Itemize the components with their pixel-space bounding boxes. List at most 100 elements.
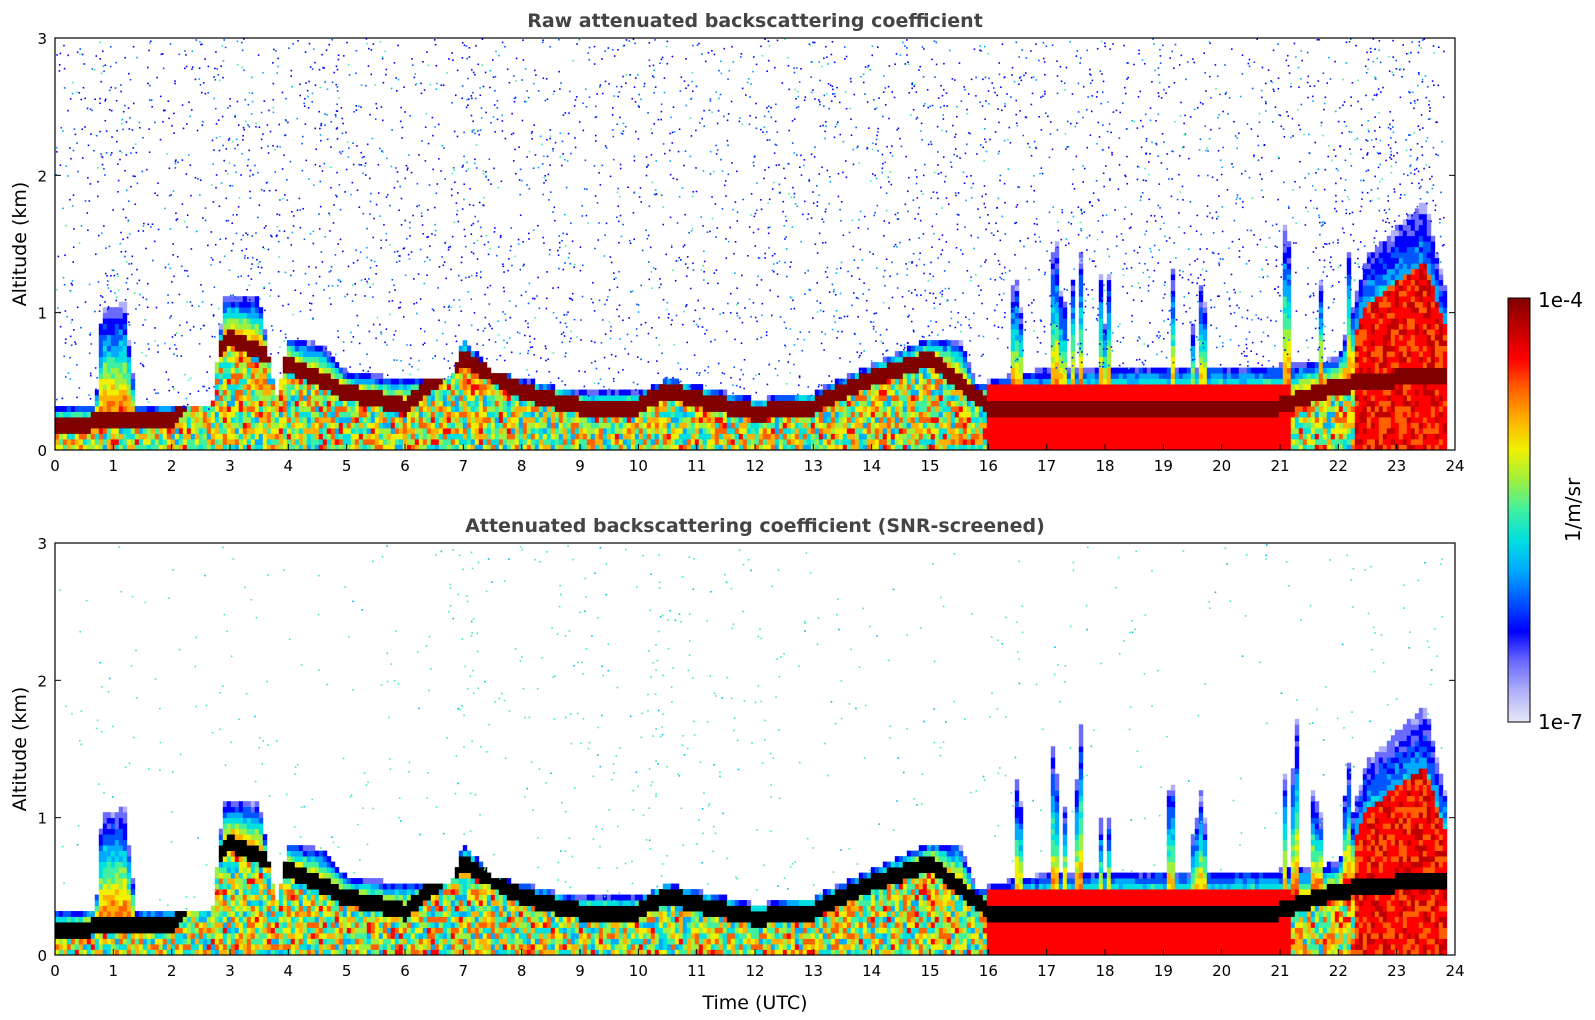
- backscatter-cell: [230, 307, 236, 314]
- backscatter-cell: [250, 428, 256, 434]
- backscatter-cell: [846, 384, 852, 390]
- backscatter-cell: [682, 395, 688, 401]
- backscatter-cell: [1286, 439, 1292, 445]
- backscatter-cell: [1190, 389, 1196, 396]
- backscatter-cell: [238, 422, 244, 429]
- backscatter-cell: [298, 433, 304, 440]
- backscatter-cell: [322, 411, 328, 418]
- backscatter-cell: [1014, 318, 1020, 325]
- backscatter-cell: [1074, 367, 1080, 374]
- backscatter-cell: [578, 400, 584, 407]
- backscatter-cell: [374, 417, 380, 423]
- backscatter-cell: [1198, 428, 1204, 434]
- backscatter-cell: [966, 411, 972, 418]
- backscatter-cell: [458, 400, 464, 407]
- backscatter-cell: [1318, 378, 1324, 385]
- backscatter-cell: [258, 351, 264, 358]
- backscatter-cell: [930, 378, 936, 385]
- backscatter-cell: [322, 367, 328, 374]
- backscatter-cell: [474, 400, 480, 407]
- backscatter-cell: [1230, 417, 1236, 423]
- backscatter-cell: [714, 395, 720, 401]
- backscatter-cell: [554, 433, 560, 440]
- backscatter-cell: [334, 362, 340, 368]
- backscatter-cell: [1266, 422, 1272, 429]
- backscatter-cell: [1086, 422, 1092, 429]
- backscatter-cell: [1210, 428, 1216, 434]
- backscatter-cell: [426, 400, 432, 407]
- backscatter-cell: [106, 367, 112, 374]
- backscatter-cell: [1082, 384, 1088, 390]
- backscatter-cell: [938, 406, 944, 412]
- backscatter-cell: [266, 439, 272, 445]
- backscatter-cell: [86, 417, 92, 423]
- backscatter-cell: [782, 428, 788, 434]
- backscatter-cell: [618, 433, 624, 440]
- backscatter-cell: [446, 395, 452, 401]
- backscatter-cell: [850, 395, 856, 401]
- backscatter-cell: [478, 395, 484, 401]
- backscatter-cell: [790, 422, 796, 429]
- backscatter-cell: [1106, 400, 1112, 407]
- backscatter-cell: [718, 428, 724, 434]
- backscatter-cell: [630, 422, 636, 429]
- backscatter-cell: [1042, 411, 1048, 418]
- backscatter-cell: [470, 384, 476, 390]
- backscatter-cell: [634, 439, 640, 445]
- backscatter-cell: [122, 301, 128, 308]
- backscatter-cell: [1218, 384, 1224, 390]
- backscatter-cell: [102, 356, 108, 363]
- backscatter-cell: [894, 439, 900, 445]
- backscatter-cell: [1330, 422, 1336, 429]
- backscatter-cell: [630, 439, 636, 445]
- backscatter-cell: [890, 367, 896, 374]
- backscatter-cell: [1022, 389, 1028, 396]
- backscatter-cell: [1106, 395, 1112, 401]
- backscatter-cell: [55, 433, 60, 440]
- backscatter-cell: [234, 329, 240, 336]
- backscatter-cell: [1234, 433, 1240, 440]
- backscatter-cell: [1266, 395, 1272, 401]
- backscatter-cell: [150, 444, 156, 450]
- backscatter-cell: [482, 444, 488, 450]
- backscatter-cell: [882, 422, 888, 429]
- backscatter-cell: [994, 395, 1000, 401]
- backscatter-cell: [466, 395, 472, 401]
- backscatter-cell: [462, 433, 468, 440]
- backscatter-cell: [774, 422, 780, 429]
- backscatter-cell: [470, 362, 476, 368]
- backscatter-cell: [242, 411, 248, 418]
- backscatter-cell: [1170, 406, 1176, 412]
- backscatter-cell: [726, 428, 732, 434]
- backscatter-cell: [1330, 378, 1336, 385]
- backscatter-cell: [1078, 285, 1084, 292]
- backscatter-cell: [966, 428, 972, 434]
- backscatter-cell: [462, 340, 468, 347]
- backscatter-cell: [554, 428, 560, 434]
- backscatter-cell: [274, 395, 280, 401]
- backscatter-cell: [914, 367, 920, 374]
- backscatter-cell: [1002, 411, 1008, 418]
- backscatter-cell: [910, 378, 916, 385]
- backscatter-cell: [1302, 422, 1308, 429]
- backscatter-cell: [926, 373, 932, 379]
- backscatter-cell: [650, 433, 656, 440]
- backscatter-cell: [958, 378, 964, 385]
- backscatter-cell: [1294, 384, 1300, 390]
- backscatter-cell: [286, 395, 292, 401]
- backscatter-cell: [946, 400, 952, 407]
- backscatter-cell: [70, 417, 76, 423]
- backscatter-cell: [1070, 406, 1076, 412]
- backscatter-cell: [782, 433, 788, 440]
- backscatter-cell: [230, 384, 236, 390]
- backscatter-cell: [966, 367, 972, 374]
- backscatter-cell: [1198, 373, 1204, 379]
- backscatter-cell: [210, 400, 216, 407]
- backscatter-cell: [1294, 433, 1300, 440]
- backscatter-cell: [1346, 389, 1352, 396]
- backscatter-cell: [474, 444, 480, 450]
- backscatter-cell: [814, 428, 820, 434]
- backscatter-cell: [266, 389, 272, 396]
- backscatter-cell: [1130, 411, 1136, 418]
- backscatter-cell: [822, 411, 828, 418]
